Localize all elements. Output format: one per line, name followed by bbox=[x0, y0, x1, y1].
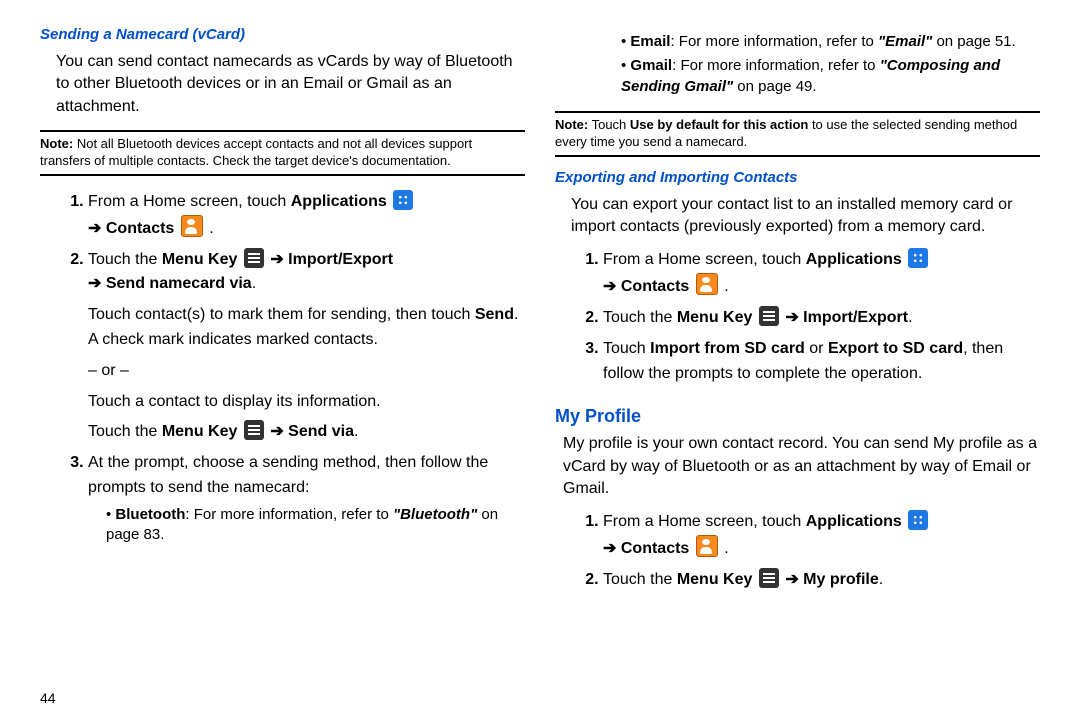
m1b: Applications bbox=[806, 513, 902, 530]
arrow-icon bbox=[270, 423, 288, 440]
b3d: on page 49. bbox=[733, 78, 816, 95]
b3a: Gmail bbox=[630, 57, 672, 74]
m1a: From a Home screen, touch bbox=[603, 513, 806, 530]
note-label-r: Note: bbox=[555, 117, 588, 132]
left-column: Sending a Namecard (vCard) You can send … bbox=[40, 24, 525, 706]
page-number: 44 bbox=[40, 690, 525, 706]
s2p3a: Touch the bbox=[88, 423, 162, 440]
or-divider: – or – bbox=[88, 359, 525, 384]
arrow-icon bbox=[270, 251, 288, 268]
mstep-1: From a Home screen, touch Applications C… bbox=[603, 510, 1040, 562]
arrow-icon bbox=[603, 540, 621, 557]
m1c: Contacts bbox=[621, 540, 689, 557]
applications-icon bbox=[393, 190, 413, 210]
step2-p1: Touch contact(s) to mark them for sendin… bbox=[88, 303, 525, 353]
step1-text-a: From a Home screen, touch bbox=[88, 193, 291, 210]
e2b: Menu Key bbox=[677, 309, 753, 326]
m2c: My profile bbox=[803, 571, 879, 588]
steps-list-myprofile: From a Home screen, touch Applications C… bbox=[555, 510, 1040, 598]
note-label: Note: bbox=[40, 136, 73, 151]
steps-list-export: From a Home screen, touch Applications C… bbox=[555, 248, 1040, 392]
step2-p2: Touch a contact to display its informati… bbox=[88, 390, 525, 415]
arrow-icon bbox=[88, 220, 106, 237]
b1b: : For more information, refer to bbox=[185, 506, 393, 523]
heading-export-import: Exporting and Importing Contacts bbox=[555, 169, 1040, 186]
my-profile-intro: My profile is your own contact record. Y… bbox=[563, 433, 1040, 500]
nb2: Use by default for this action bbox=[630, 117, 808, 132]
e3c: or bbox=[805, 340, 828, 357]
b2c: "Email" bbox=[878, 33, 932, 50]
s2d: Send namecard via bbox=[106, 275, 252, 292]
nb1: Touch bbox=[588, 117, 630, 132]
e2c: Import/Export bbox=[803, 309, 908, 326]
note-box-bluetooth: Note: Not all Bluetooth devices accept c… bbox=[40, 130, 525, 176]
e3b: Import from SD card bbox=[650, 340, 805, 357]
arrow-icon bbox=[785, 571, 803, 588]
step1-contacts: Contacts bbox=[106, 220, 174, 237]
step-3: At the prompt, choose a sending method, … bbox=[88, 451, 525, 545]
note-box-default: Note: Touch Use by default for this acti… bbox=[555, 111, 1040, 157]
bullet-email: Email: For more information, refer to "E… bbox=[621, 32, 1040, 52]
bullet-bluetooth: Bluetooth: For more information, refer t… bbox=[106, 505, 525, 546]
b3b: : For more information, refer to bbox=[672, 57, 880, 74]
menu-icon bbox=[244, 420, 264, 440]
b1a: Bluetooth bbox=[115, 506, 185, 523]
export-intro: You can export your contact list to an i… bbox=[571, 194, 1040, 239]
applications-icon bbox=[908, 510, 928, 530]
e1a: From a Home screen, touch bbox=[603, 251, 806, 268]
applications-icon bbox=[908, 248, 928, 268]
steps-list-send: From a Home screen, touch Applications C… bbox=[40, 190, 525, 551]
s2p3c: Send via bbox=[288, 423, 354, 440]
mstep-2: Touch the Menu Key My profile. bbox=[603, 568, 1040, 593]
contacts-icon bbox=[696, 273, 718, 295]
s2p1a: Touch contact(s) to mark them for sendin… bbox=[88, 306, 475, 323]
bullet-gmail: Gmail: For more information, refer to "C… bbox=[621, 56, 1040, 97]
step-1: From a Home screen, touch Applications C… bbox=[88, 190, 525, 242]
b2d: on page 51. bbox=[932, 33, 1015, 50]
arrow-icon bbox=[603, 278, 621, 295]
manual-page: Sending a Namecard (vCard) You can send … bbox=[0, 0, 1080, 720]
bullet-list-r: Email: For more information, refer to "E… bbox=[603, 28, 1040, 101]
contacts-icon bbox=[181, 215, 203, 237]
e1c: Contacts bbox=[621, 278, 689, 295]
s3: At the prompt, choose a sending method, … bbox=[88, 454, 488, 496]
arrow-icon bbox=[785, 309, 803, 326]
menu-icon bbox=[244, 248, 264, 268]
s2a: Touch the bbox=[88, 251, 162, 268]
menu-icon bbox=[759, 568, 779, 588]
note-body: Not all Bluetooth devices accept contact… bbox=[40, 136, 472, 168]
right-column: Email: For more information, refer to "E… bbox=[555, 24, 1040, 706]
intro-text: You can send contact namecards as vCards… bbox=[56, 51, 525, 118]
arrow-icon bbox=[88, 275, 106, 292]
e1b: Applications bbox=[806, 251, 902, 268]
b2b: : For more information, refer to bbox=[670, 33, 878, 50]
bullet-list-l: Bluetooth: For more information, refer t… bbox=[88, 505, 525, 546]
step1-text-b: Applications bbox=[291, 193, 387, 210]
e3d: Export to SD card bbox=[828, 340, 963, 357]
m2a: Touch the bbox=[603, 571, 677, 588]
menu-icon bbox=[759, 306, 779, 326]
contacts-icon bbox=[696, 535, 718, 557]
s2b: Menu Key bbox=[162, 251, 238, 268]
step2-p3: Touch the Menu Key Send via. bbox=[88, 420, 525, 445]
heading-sending-namecard: Sending a Namecard (vCard) bbox=[40, 26, 525, 43]
step-2: Touch the Menu Key Import/Export Send na… bbox=[88, 248, 525, 446]
b1c: "Bluetooth" bbox=[393, 506, 477, 523]
heading-my-profile: My Profile bbox=[555, 406, 1040, 427]
m2b: Menu Key bbox=[677, 571, 753, 588]
b2a: Email bbox=[630, 33, 670, 50]
estep-2: Touch the Menu Key Import/Export. bbox=[603, 306, 1040, 331]
estep-1: From a Home screen, touch Applications C… bbox=[603, 248, 1040, 300]
s2p1b: Send bbox=[475, 306, 514, 323]
s2c: Import/Export bbox=[288, 251, 393, 268]
s2p3b: Menu Key bbox=[162, 423, 238, 440]
e2a: Touch the bbox=[603, 309, 677, 326]
estep-3: Touch Import from SD card or Export to S… bbox=[603, 337, 1040, 387]
e3a: Touch bbox=[603, 340, 650, 357]
